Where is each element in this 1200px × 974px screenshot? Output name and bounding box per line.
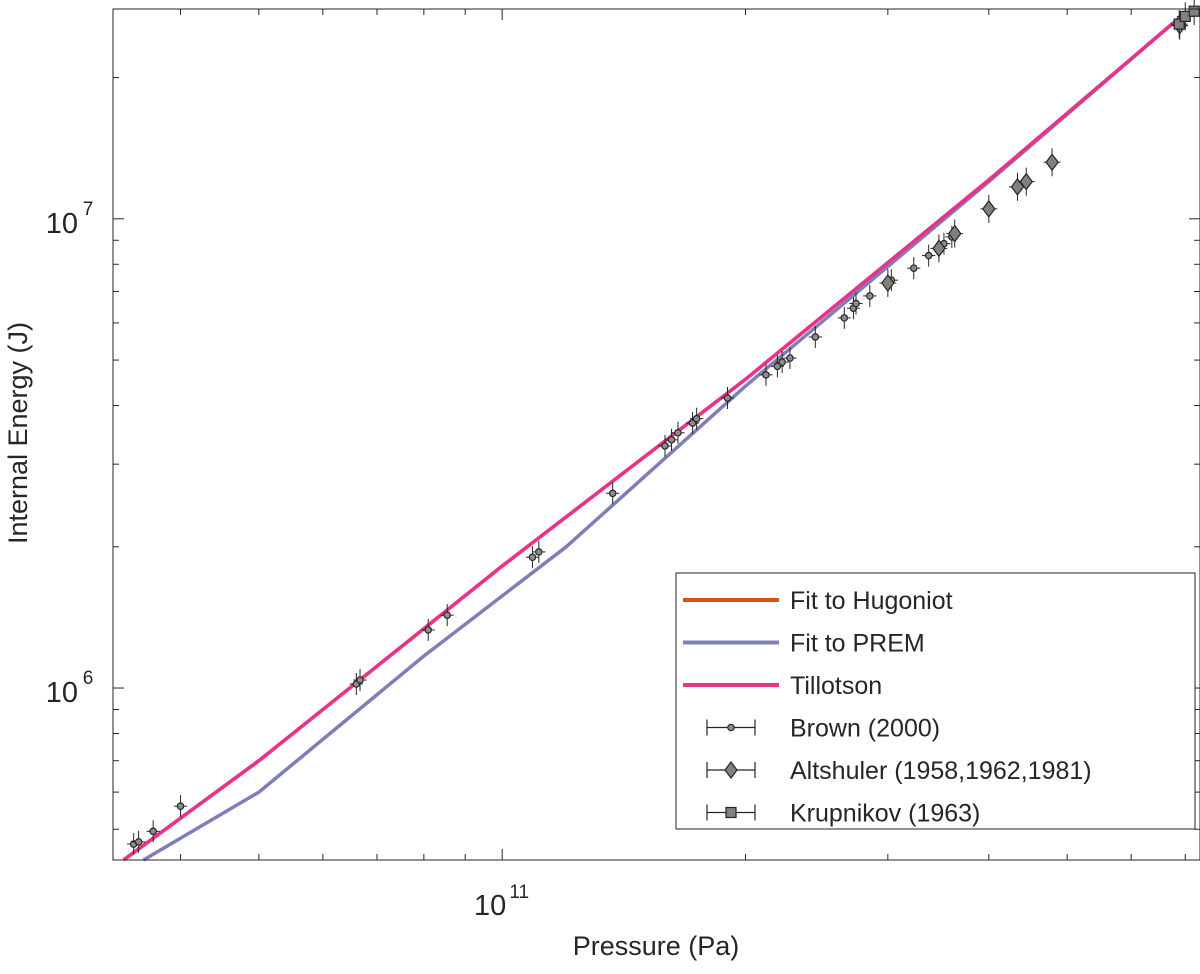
data-point-circle <box>762 371 770 379</box>
data-point-circle <box>661 442 669 450</box>
data-point-circle <box>356 676 364 684</box>
data-point-circle <box>773 362 782 371</box>
data-point-diamond <box>948 224 962 243</box>
data-point-diamond <box>1019 172 1033 191</box>
legend: Fit to Hugoniot Fit to PREM Tillotson Brown… <box>675 572 1196 830</box>
data-point-circle <box>852 299 860 308</box>
data-point-square <box>1188 5 1200 17</box>
data-point-circle <box>134 838 143 846</box>
data-points <box>127 0 1200 856</box>
data-point-circle <box>909 264 918 272</box>
legend-items: Fit to Hugoniot Fit to PREM Tillotson Brown… <box>683 587 1092 828</box>
y-tick-label: 10 <box>46 677 78 709</box>
data-point-diamond <box>982 199 996 218</box>
y-axis-label: Internal Energy (J) <box>3 322 33 544</box>
legend-marker-square <box>725 806 737 819</box>
data-point-circle <box>778 358 786 366</box>
line-tillotson <box>122 11 1187 862</box>
legend-label: Krupnikov (1963) <box>790 800 980 828</box>
legend-marker-circle <box>727 723 735 732</box>
data-point-circle <box>667 436 676 444</box>
x-tick-label: 10 <box>474 890 506 922</box>
legend-label: Altshuler (1958,1962,1981) <box>790 757 1092 785</box>
data-point-circle <box>608 489 617 498</box>
data-point-square <box>1173 18 1185 30</box>
legend-label: Tillotson <box>790 672 882 700</box>
data-point-diamond <box>1045 153 1059 172</box>
data-point-circle <box>176 802 185 810</box>
data-point-circle <box>535 548 543 556</box>
legend-box <box>675 572 1196 830</box>
legend-label: Brown (2000) <box>790 715 940 743</box>
y-tick-label-exponent: 6 <box>83 668 94 689</box>
data-point-circle <box>786 354 794 362</box>
plot-lines <box>122 11 1187 862</box>
x-tick-label-exponent: 11 <box>509 882 529 903</box>
legend-label: Fit to PREM <box>790 630 925 658</box>
data-point-circle <box>723 394 732 402</box>
y-tick-label: 10 <box>46 208 78 240</box>
plot-frame <box>112 8 1200 861</box>
data-point-circle <box>692 414 701 423</box>
legend-marker-diamond <box>724 761 738 779</box>
x-tick-labels: 10 11 <box>474 882 529 922</box>
data-point-circle <box>811 333 820 341</box>
y-tick-label-exponent: 7 <box>83 199 94 220</box>
data-point-circle <box>924 251 933 260</box>
data-point-circle <box>866 292 874 300</box>
data-point-diamond <box>881 273 895 292</box>
data-point-circle <box>674 428 682 437</box>
legend-label: Fit to Hugoniot <box>790 587 953 615</box>
x-axis-label: Pressure (Pa) <box>573 931 740 961</box>
data-point-circle <box>149 827 157 836</box>
data-point-circle <box>528 553 537 562</box>
data-point-diamond <box>932 239 946 258</box>
data-point-circle <box>443 611 451 619</box>
data-point-circle <box>424 626 433 634</box>
data-point-circle <box>840 314 849 322</box>
